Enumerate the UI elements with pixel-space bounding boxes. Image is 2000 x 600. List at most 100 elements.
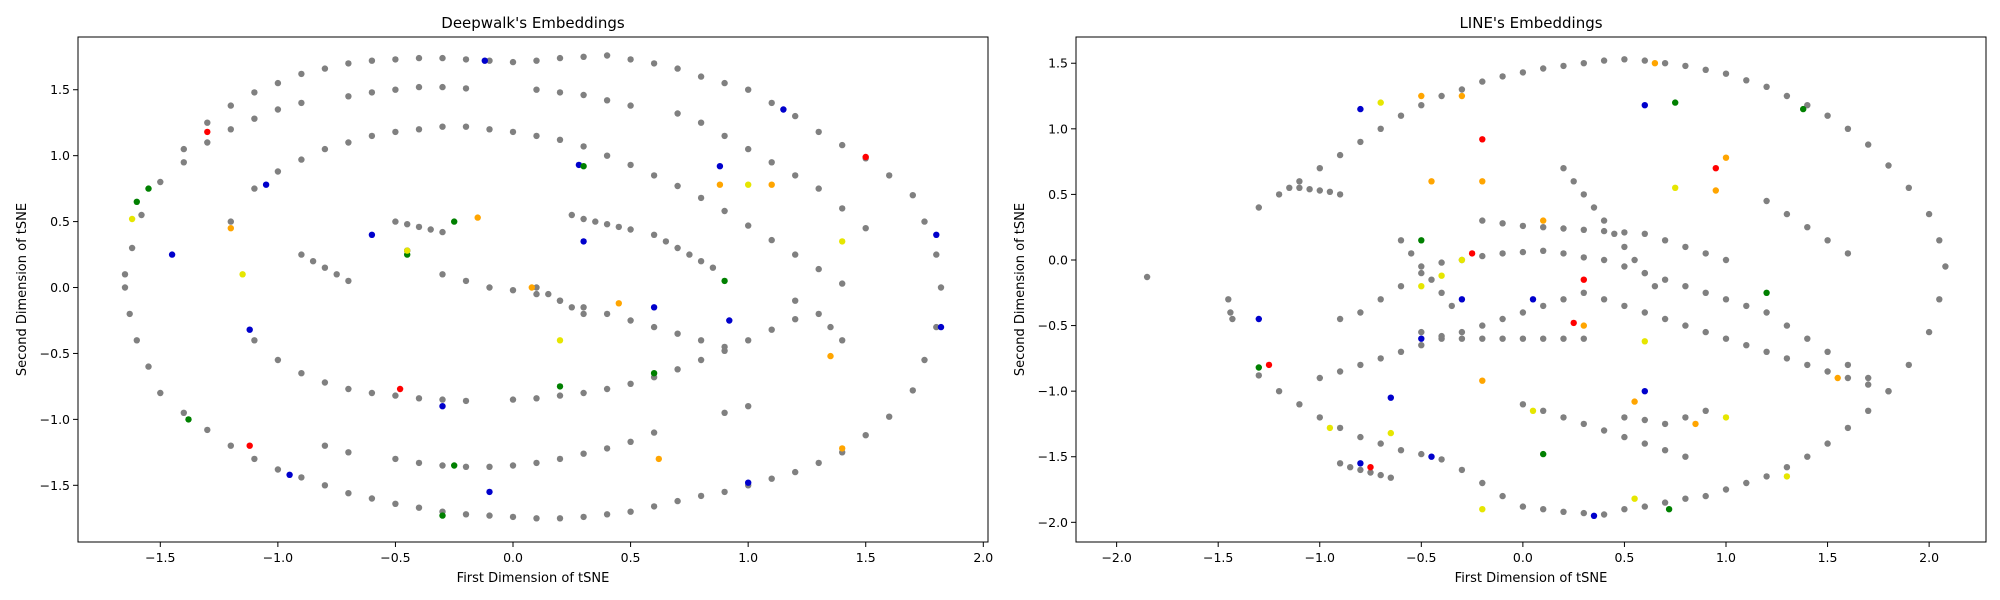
data-point <box>697 492 705 500</box>
data-point <box>368 389 376 397</box>
data-point <box>1702 492 1709 500</box>
data-point <box>528 284 535 291</box>
data-point <box>1844 125 1852 132</box>
x-tick-label: 0.5 <box>1614 550 1634 565</box>
data-point <box>1621 414 1628 421</box>
data-point <box>1631 398 1638 405</box>
data-point <box>1336 424 1344 432</box>
data-point <box>1682 414 1689 421</box>
data-point <box>674 330 681 337</box>
data-point <box>580 163 587 170</box>
data-point <box>745 86 752 93</box>
data-point <box>1702 328 1709 336</box>
data-point <box>509 58 517 66</box>
data-point <box>1275 191 1283 198</box>
data-point <box>204 119 211 126</box>
data-point <box>568 211 575 219</box>
data-point <box>721 79 728 87</box>
data-point <box>921 218 928 225</box>
data-point <box>1438 259 1445 266</box>
data-point <box>227 225 234 232</box>
data-point <box>1783 464 1791 471</box>
data-point <box>1418 237 1425 244</box>
data-point <box>368 89 376 96</box>
data-point <box>716 163 724 170</box>
data-point <box>580 450 587 457</box>
data-point <box>1458 86 1466 93</box>
data-point <box>580 238 587 245</box>
data-point <box>1387 429 1395 437</box>
data-point <box>462 277 470 285</box>
data-point <box>1692 420 1699 428</box>
y-tick-label: −0.5 <box>1038 318 1068 333</box>
data-point <box>745 222 752 229</box>
data-point <box>1641 440 1649 447</box>
x-tick-label: 2.0 <box>1919 550 1939 565</box>
data-point <box>1336 460 1344 467</box>
data-point <box>1499 220 1506 227</box>
y-tick-label: 0.0 <box>1048 252 1068 267</box>
data-point <box>157 389 164 397</box>
data-point <box>815 310 822 318</box>
data-point <box>1397 112 1405 119</box>
data-point <box>627 380 634 387</box>
y-tick-label: 1.0 <box>1048 121 1068 136</box>
data-point <box>1418 269 1425 277</box>
data-point <box>1722 70 1730 77</box>
data-point <box>1540 335 1547 342</box>
data-point <box>486 463 493 470</box>
data-point <box>1722 256 1730 264</box>
data-point <box>721 132 728 140</box>
data-point <box>298 370 305 377</box>
data-point <box>145 185 152 192</box>
data-point <box>1560 62 1567 70</box>
data-point <box>937 323 945 331</box>
data-point <box>1418 263 1425 270</box>
data-point <box>862 432 869 439</box>
data-point <box>1865 374 1872 382</box>
data-point <box>1763 348 1770 355</box>
data-point <box>1682 243 1689 251</box>
data-point <box>1479 217 1486 224</box>
data-point <box>1397 237 1405 244</box>
data-point <box>545 290 552 298</box>
data-point <box>1682 322 1689 329</box>
data-point <box>1286 184 1293 191</box>
data-point <box>768 99 775 107</box>
data-point <box>603 310 611 318</box>
data-point <box>1418 342 1425 349</box>
data-point <box>1580 335 1588 342</box>
data-point <box>1682 453 1689 460</box>
data-point <box>1326 424 1334 432</box>
data-point <box>404 247 411 254</box>
data-point <box>1600 296 1608 303</box>
data-point <box>627 161 634 169</box>
data-point <box>1227 309 1234 316</box>
data-point <box>138 211 145 219</box>
data-point <box>1448 302 1456 310</box>
data-point <box>1479 322 1486 329</box>
data-point <box>1326 188 1334 195</box>
data-point <box>1468 250 1476 257</box>
data-point <box>839 280 846 287</box>
data-point <box>1519 503 1527 510</box>
data-point <box>1641 503 1649 510</box>
data-point <box>1296 184 1303 191</box>
data-point <box>1631 495 1638 502</box>
data-point <box>1743 342 1750 349</box>
data-point <box>439 123 446 130</box>
data-point <box>1519 222 1527 230</box>
data-point <box>1834 374 1841 382</box>
data-point <box>1143 273 1151 281</box>
data-point <box>1661 447 1669 454</box>
data-point <box>580 304 587 311</box>
data-point <box>246 326 253 333</box>
data-point <box>1905 361 1913 369</box>
data-point <box>1631 256 1638 264</box>
data-point <box>862 225 869 232</box>
data-point <box>321 482 329 489</box>
data-point <box>1641 388 1649 395</box>
data-point <box>345 385 352 393</box>
data-point <box>1621 229 1628 236</box>
data-point <box>298 156 305 163</box>
